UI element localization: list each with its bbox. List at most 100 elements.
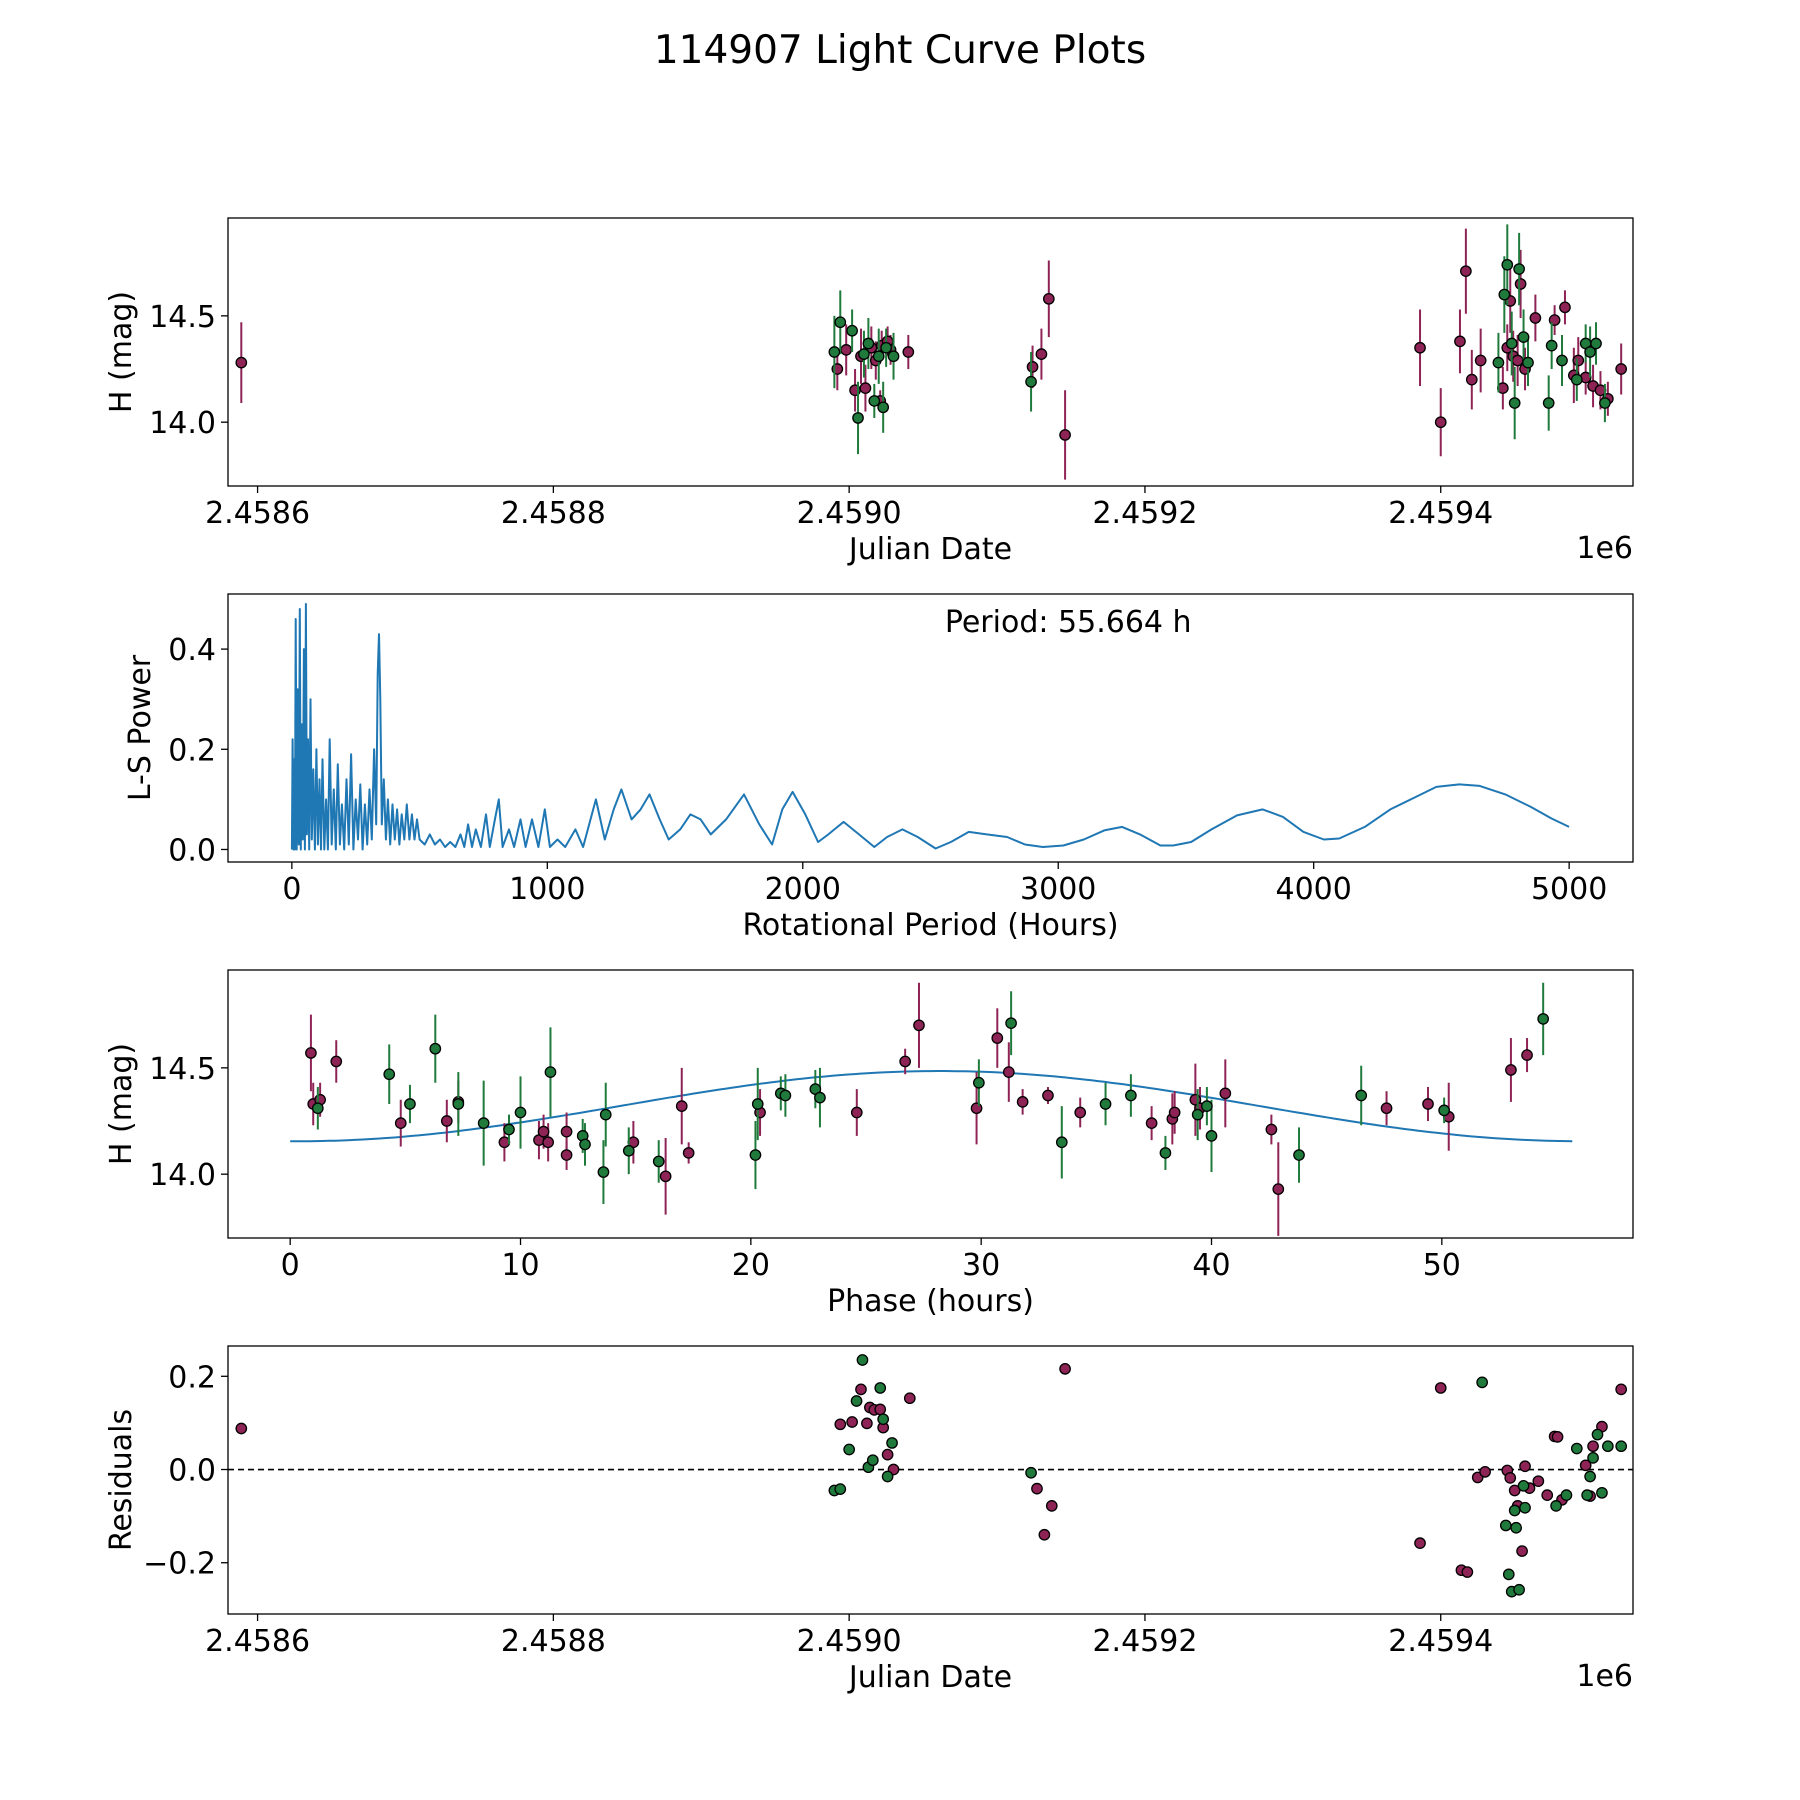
- data-point: [305, 1047, 317, 1059]
- lightcurve-y-axis: 14.0 14.5 H (mag): [104, 291, 228, 441]
- data-point: [1474, 354, 1487, 367]
- data-point: [1508, 397, 1521, 409]
- data-point: [850, 1106, 863, 1119]
- L-S Power-series: [290, 603, 1570, 851]
- periodogram-axes-frame: [227, 593, 1634, 863]
- data-point: [1541, 1489, 1554, 1501]
- data-point: [1587, 1440, 1599, 1453]
- data-point: [1505, 337, 1518, 350]
- green-series: [311, 982, 1550, 1204]
- periodogram-panel: 0 1000 2000 3000 4000 5000 Rotational Period (…: [123, 593, 1634, 943]
- x-tick-label: 50: [1423, 1248, 1461, 1283]
- data-point: [1099, 1098, 1112, 1110]
- data-point: [1168, 1106, 1181, 1119]
- data-point: [1584, 346, 1596, 358]
- data-point: [814, 1091, 826, 1104]
- data-point: [1502, 1568, 1515, 1581]
- y-tick-label: −0.2: [143, 1547, 216, 1582]
- data-point: [1551, 1431, 1564, 1443]
- data-point: [1434, 416, 1447, 429]
- data-point: [899, 1055, 912, 1068]
- data-point: [544, 1066, 557, 1078]
- residuals-plot-area: [228, 1354, 1633, 1598]
- period-annotation: Period: 55.664 h: [945, 605, 1192, 640]
- data-point: [1265, 1123, 1278, 1136]
- data-point: [675, 1100, 688, 1112]
- data-point: [1545, 339, 1558, 352]
- phased-x-axis: 0 10 20 30 40 50 Phase (hours): [281, 1238, 1461, 1319]
- residuals-x-axis: 2.4586 2.4588 2.4590 2.4592 2.4594 Julian Dat…: [205, 1614, 1633, 1695]
- x-tick-label: 20: [732, 1248, 770, 1283]
- data-point: [1615, 1440, 1628, 1453]
- data-point: [560, 1149, 573, 1161]
- x-tick-label: 5000: [1531, 872, 1607, 907]
- data-point: [1380, 1102, 1393, 1115]
- data-point: [1025, 375, 1037, 388]
- y-tick-label: 14.5: [149, 300, 216, 335]
- y-tick-label: 0.2: [168, 733, 216, 768]
- data-point: [1499, 1519, 1512, 1532]
- data-point: [514, 1106, 527, 1119]
- data-point: [1572, 354, 1585, 367]
- data-point: [1159, 1147, 1172, 1159]
- data-point: [858, 348, 870, 360]
- data-point: [970, 1102, 983, 1115]
- data-point: [1145, 1117, 1158, 1129]
- data-point: [902, 346, 915, 358]
- y-axis-label: L-S Power: [123, 654, 158, 801]
- data-point: [828, 346, 841, 358]
- data-point: [1570, 1442, 1583, 1455]
- data-point: [560, 1125, 573, 1138]
- data-point: [682, 1147, 695, 1159]
- data-point: [1055, 1136, 1068, 1149]
- y-tick-label: 14.0: [149, 1158, 216, 1193]
- phased-plot-area: [290, 982, 1573, 1236]
- data-point: [1590, 337, 1602, 350]
- data-point: [913, 1019, 925, 1032]
- magenta-series: [305, 982, 1533, 1236]
- x-tick-label: 3000: [1020, 872, 1096, 907]
- periodogram-plot-area: [290, 603, 1570, 851]
- data-point: [991, 1032, 1004, 1044]
- data-point: [1434, 1382, 1447, 1394]
- data-point: [1542, 397, 1555, 409]
- magenta-series: [235, 1362, 1628, 1578]
- x-tick-label: 2.4592: [1092, 1624, 1197, 1659]
- y-axis-label: Residuals: [104, 1409, 139, 1551]
- data-point: [1042, 292, 1055, 305]
- data-point: [429, 1042, 442, 1055]
- data-point: [1059, 429, 1071, 441]
- data-point: [1454, 335, 1466, 348]
- x-tick-label: 4000: [1276, 872, 1352, 907]
- data-point: [973, 1076, 985, 1089]
- figure-title: 114907 Light Curve Plots: [653, 28, 1147, 73]
- data-point: [652, 1155, 665, 1168]
- data-point: [859, 382, 872, 395]
- data-point: [872, 350, 885, 363]
- data-point: [1191, 1108, 1204, 1121]
- data-point: [1519, 1460, 1531, 1473]
- data-point: [874, 1382, 887, 1394]
- x-axis-label: Rotational Period (Hours): [742, 908, 1118, 943]
- data-point: [866, 1454, 879, 1467]
- data-point: [440, 1115, 453, 1127]
- y-tick-label: 0.0: [168, 833, 216, 868]
- x-tick-label: 2.4594: [1388, 496, 1493, 531]
- data-point: [1513, 1583, 1525, 1596]
- data-point: [1559, 301, 1571, 314]
- data-point: [1516, 1545, 1528, 1557]
- data-point: [1414, 1537, 1426, 1550]
- data-point: [886, 1437, 898, 1449]
- data-point: [1005, 1017, 1017, 1030]
- data-point: [1045, 1500, 1058, 1512]
- data-point: [1514, 278, 1527, 290]
- data-point: [1205, 1130, 1218, 1142]
- periodogram-x-axis: 0 1000 2000 3000 4000 5000 Rotational Period (…: [282, 862, 1607, 943]
- data-point: [846, 324, 858, 337]
- x-axis-label: Phase (hours): [827, 1284, 1034, 1319]
- lightcurve-panel: 2.4586 2.4588 2.4590 2.4592 2.4594 Julian Dat…: [104, 217, 1634, 567]
- data-point: [1587, 1452, 1599, 1464]
- data-point: [1599, 397, 1611, 409]
- data-point: [330, 1055, 343, 1068]
- data-point: [1615, 1383, 1628, 1396]
